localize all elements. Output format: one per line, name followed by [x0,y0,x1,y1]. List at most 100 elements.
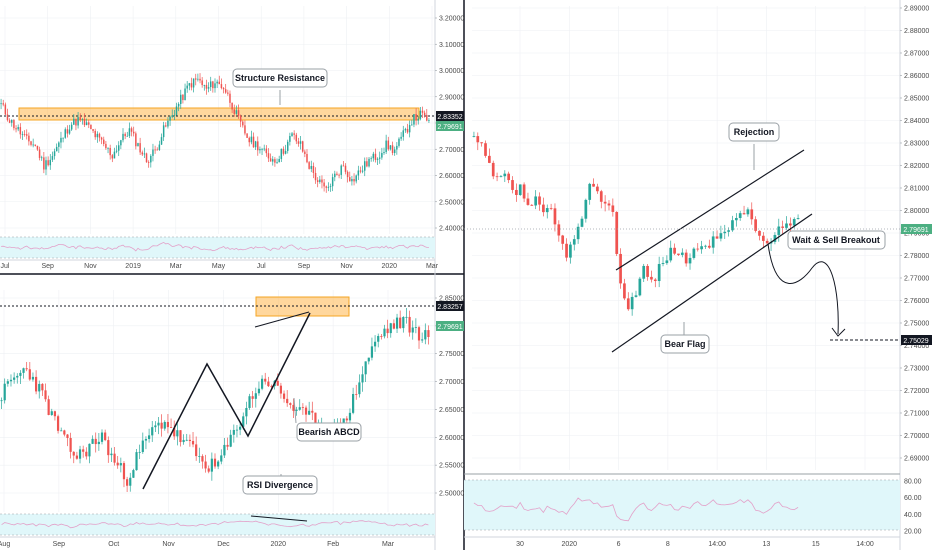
candle-body [6,381,9,384]
candle-body [402,316,405,329]
price-tick-label: 2.60000 [439,173,464,180]
bottom-left-green-price-tag: 2.79691 [436,321,464,331]
candle-body [264,378,267,382]
candle-body [198,456,201,457]
candle-body [246,133,248,138]
candle-body [28,135,30,142]
price-tick-label: 2.90000 [439,94,464,101]
time-tick-label: 6 [617,541,621,548]
candle-body [169,427,173,428]
candle-body [392,323,396,329]
candle-body [113,453,116,463]
candle-body [231,102,233,110]
candle-body [314,172,317,181]
price-tick-label: 2.50000 [439,199,464,206]
candle-body [105,143,107,149]
right-rsi-band [464,480,900,530]
candle-body [141,152,144,155]
candle-body [312,166,315,173]
candle-body [218,81,221,85]
candle-body [124,133,126,137]
bearish-abcd-label: Bearish ABCD [296,422,362,442]
candle-body [166,421,170,428]
candle-body [274,159,276,163]
candle-body [63,430,66,435]
candle-body [342,165,345,167]
candle-body [338,174,340,176]
price-tick-label: 2.75000 [439,351,464,358]
candle-body [239,115,242,122]
candle-body [154,425,157,428]
candle-body [203,84,206,86]
candle-body [40,157,43,159]
candle-body [361,170,364,172]
price-tick-label: 2.70000 [439,379,464,386]
price-tick-label: 2.74000 [904,343,929,350]
rsi-divergence-label: RSI Divergence [242,475,318,495]
candle-body [49,159,52,166]
candle-body [414,327,417,328]
candle-body [308,410,311,415]
candle-body [220,84,223,89]
right-green-price-text: 2.79691 [903,227,928,234]
candle-body [661,263,665,264]
candle-body [357,170,360,176]
candle-body [773,234,777,242]
price-tick-label: 2.83000 [904,141,929,148]
candle-body [216,81,218,84]
candle-body [421,110,424,113]
candle-body [58,142,60,147]
price-tick-label: 2.70000 [439,147,464,154]
candle-body [291,133,293,136]
candle-body [94,130,96,138]
projected-breakdown-path [767,243,839,335]
candle-body [282,393,286,399]
candle-body [45,160,47,170]
candle-body [261,149,263,150]
candle-body [25,368,28,370]
top-left-resistance-zone [18,107,420,121]
candle-body [224,89,227,93]
candle-body [9,379,13,382]
time-tick-label: Jul [257,263,266,270]
candle-body [538,196,541,205]
time-tick-label: Sep [298,263,311,270]
price-tick-label: 2.65000 [439,407,464,414]
candle-body [50,411,53,415]
right-candles [472,131,800,316]
candle-body [169,116,171,121]
time-tick-label: 30 [516,541,524,548]
top-left-rsi-line [1,241,429,252]
candle-body [584,199,588,219]
candle-body [180,94,182,104]
candle-body [484,143,487,156]
price-tick-label: 2.78000 [904,253,929,260]
candle-body [72,451,75,456]
candle-body [549,208,553,209]
price-tick-label: 3.20000 [439,16,464,23]
candle-body [111,155,114,159]
time-tick-label: Mar [382,541,395,548]
candle-body [223,444,226,456]
bottom-left-rsi-pane [0,513,435,536]
candle-body [476,136,480,143]
candle-body [177,103,180,107]
candle-body [157,422,160,426]
candle-body [184,88,186,101]
candle-body [16,375,19,378]
candle-body [113,151,116,159]
candle-body [754,219,757,231]
candle-body [21,133,24,135]
projection-arrowhead [831,327,846,337]
bottom-left-candles [0,307,430,492]
candle-body [515,189,518,195]
candle-body [282,148,285,154]
candle-body [348,412,352,421]
candle-body [60,137,62,143]
bearish-abcd-pointer [293,397,297,424]
candle-body [327,186,330,188]
candle-body [746,209,750,215]
candle-body [704,245,707,247]
candle-body [491,162,495,177]
candle-body [377,336,380,342]
